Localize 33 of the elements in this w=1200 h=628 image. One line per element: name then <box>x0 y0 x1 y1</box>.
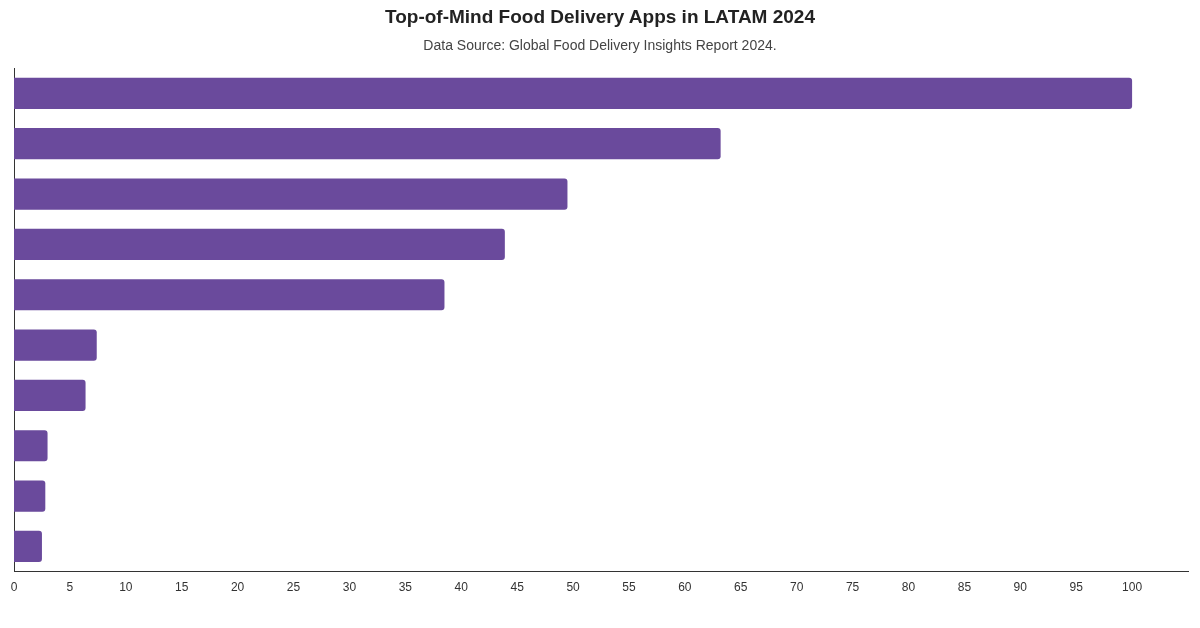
x-tick-label: 25 <box>286 580 301 595</box>
x-tick-label: 15 <box>175 580 189 595</box>
bar <box>14 178 568 210</box>
x-tick-label: 80 <box>901 580 916 595</box>
bar <box>14 279 445 311</box>
x-tick-label: 70 <box>789 580 804 595</box>
x-tick-label: 30 <box>342 580 357 595</box>
bar <box>14 329 97 361</box>
x-tick-label: 60 <box>678 580 692 595</box>
chart-title: Top-of-Mind Food Delivery Apps in LATAM 2024 <box>384 6 816 28</box>
bar <box>14 77 1133 109</box>
x-tick-label: 35 <box>398 580 413 595</box>
bar <box>14 480 46 512</box>
x-tick-label: 95 <box>1069 580 1084 595</box>
x-tick-label: 100 <box>1122 580 1143 595</box>
x-tick-label: 5 <box>66 580 74 595</box>
bar <box>14 379 86 412</box>
x-tick-label: 45 <box>510 580 525 595</box>
chart-subtitle: Data Source: Global Food Delivery Insights Report 2024. <box>422 37 778 53</box>
x-tick-label: 50 <box>566 580 581 595</box>
x-tick-label: 85 <box>957 580 972 595</box>
bar <box>14 430 48 462</box>
bar <box>14 530 42 563</box>
bar <box>14 128 721 160</box>
x-tick-label: 40 <box>454 580 469 595</box>
x-tick-label: 75 <box>845 580 860 595</box>
x-tick-label: 20 <box>230 580 245 595</box>
x-tick-label: 90 <box>1013 580 1028 595</box>
x-tick-label: 65 <box>734 580 748 595</box>
bar <box>14 228 505 260</box>
x-tick-label: 10 <box>119 580 133 595</box>
x-tick-label: 55 <box>622 580 636 595</box>
x-tick-label: 0 <box>10 580 18 595</box>
